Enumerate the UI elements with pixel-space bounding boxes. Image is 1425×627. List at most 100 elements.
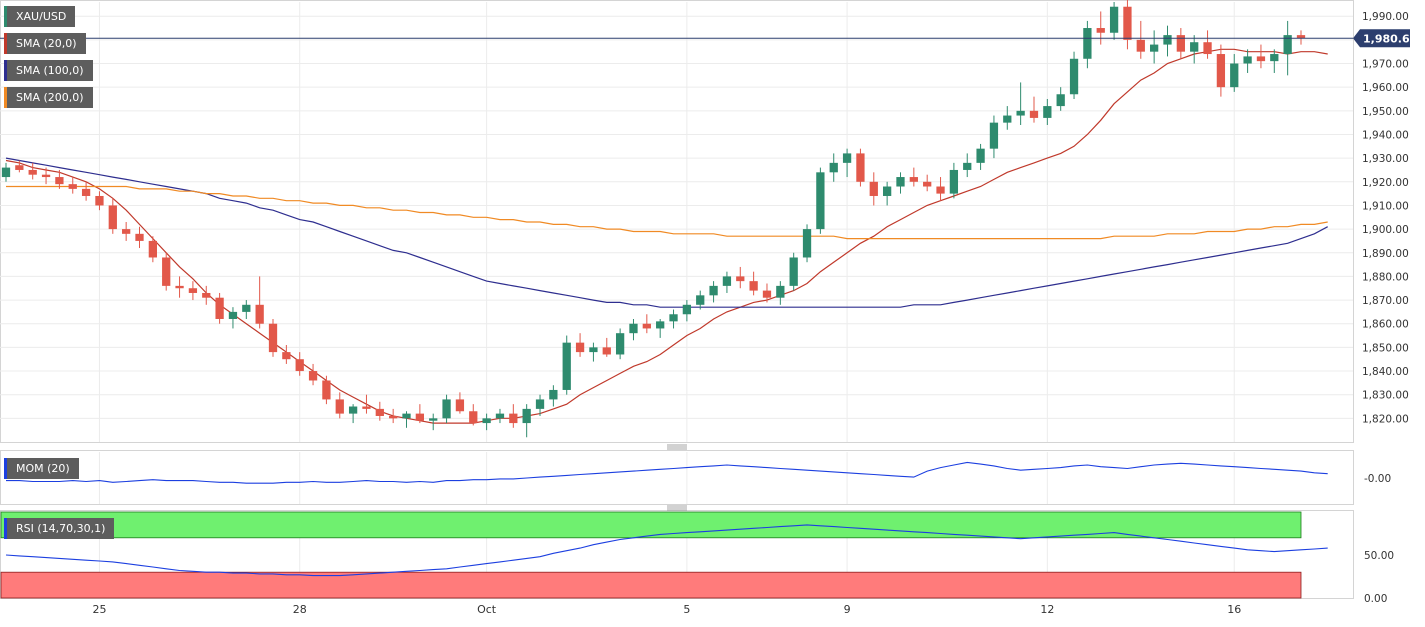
x-tick-label: 12 (1040, 603, 1054, 616)
legend-sma200[interactable]: SMA (200,0) (4, 87, 93, 108)
candle-up (1190, 42, 1199, 52)
legend-sma100-label: SMA (100,0) (16, 64, 84, 77)
candle-up (882, 186, 892, 196)
legend-sma200-label: SMA (200,0) (16, 91, 84, 104)
candle-up (535, 399, 545, 409)
candle-up (989, 122, 999, 149)
candle-down (148, 240, 157, 258)
legend-sma100-swatch (4, 60, 7, 81)
candle-down (936, 186, 945, 194)
candle-down (175, 285, 184, 289)
candle-down (15, 165, 24, 170)
rsi-line (5, 524, 1328, 577)
y-tick-label: 1,940.00 (1362, 129, 1409, 141)
main-panel-frame (0, 0, 1354, 443)
legend-sma20[interactable]: SMA (20,0) (4, 33, 86, 54)
candle-down (308, 371, 318, 381)
candle-up (963, 162, 972, 170)
candle-up (1150, 44, 1159, 52)
y-tick-label: 1,910.00 (1362, 200, 1409, 212)
rsi-overbought-zone (0, 511, 1302, 539)
candle-up (1056, 94, 1065, 107)
candle-down (1256, 56, 1266, 62)
candle-down (1203, 42, 1212, 55)
candle-up (442, 399, 451, 419)
y-tick-label: 1,990.00 (1362, 11, 1409, 23)
rsi-tick-label: 50.00 (1364, 550, 1394, 562)
candle-down (322, 380, 331, 400)
candle-up (1, 167, 11, 178)
x-tick-label: 5 (683, 603, 690, 616)
candle-up (789, 257, 798, 286)
x-tick-label: 9 (844, 603, 851, 616)
axes-layer: 1,820.00 1,830.00 1,840.00 1,850.00 1,860.00… (0, 11, 1417, 616)
candle-down (575, 342, 585, 353)
sma100-line (5, 157, 1328, 308)
candle-up (629, 323, 638, 334)
candle-up (802, 229, 812, 258)
candle-up (1230, 63, 1239, 88)
legend-symbol[interactable]: XAU/USD (4, 6, 76, 27)
candle-down (135, 233, 144, 241)
y-tick-label: 1,960.00 (1362, 82, 1409, 94)
candle-down (108, 205, 117, 230)
y-tick-label: 1,820.00 (1362, 413, 1409, 425)
candle-down (455, 399, 465, 412)
candle-up (722, 276, 732, 286)
x-tick-label: Oct (477, 603, 497, 616)
candle-up (829, 162, 838, 173)
candle-down (869, 181, 878, 196)
legend-rsi-swatch (4, 518, 7, 539)
candle-up (348, 406, 358, 414)
candle-down (1176, 35, 1185, 52)
candle-up (709, 285, 718, 296)
legend-mom[interactable]: MOM (20) (4, 458, 79, 479)
rsi-panel-frame (0, 510, 1354, 599)
y-tick-label: 1,830.00 (1362, 390, 1409, 402)
x-tick-label: 16 (1227, 603, 1241, 616)
y-tick-label: 1,970.00 (1362, 59, 1409, 71)
candle-up (482, 418, 491, 424)
candle-up (1109, 6, 1119, 33)
candle-down (28, 169, 37, 175)
legend-rsi[interactable]: RSI (14,70,30,1) (4, 518, 115, 539)
last-price-marker (1353, 29, 1410, 48)
candle-up (842, 153, 852, 163)
legend-rsi-label: RSI (14,70,30,1) (16, 522, 106, 535)
candle-down (95, 195, 104, 206)
candle-down (335, 399, 344, 414)
candle-down (389, 415, 398, 419)
legend-sma20-label: SMA (20,0) (16, 37, 77, 50)
candle-up (429, 418, 438, 421)
candle-down (162, 257, 171, 286)
rsi-oversold-zone (0, 571, 1302, 599)
candle-down (55, 177, 64, 185)
rsi-zones (0, 511, 1302, 599)
candle-up (1069, 58, 1079, 95)
candle-down (736, 276, 745, 282)
candle-down (1216, 54, 1226, 88)
candle-up (1243, 56, 1252, 64)
grid-layer (0, 0, 1354, 599)
legend-mom-swatch (4, 458, 7, 479)
y-tick-label: 1,860.00 (1362, 319, 1409, 331)
candle-down (202, 292, 211, 298)
candle-down (602, 347, 611, 355)
y-tick-label: 1,850.00 (1362, 342, 1409, 354)
candle-up (669, 314, 678, 322)
candle-down (255, 304, 264, 324)
candle-up (242, 304, 251, 312)
candle-down (362, 406, 371, 409)
mom-panel-frame (0, 450, 1354, 505)
candle-down (188, 288, 198, 293)
candle-up (1003, 115, 1012, 123)
legend-symbol-label: XAU/USD (16, 10, 67, 23)
mom-tick-label: -0.00 (1364, 473, 1391, 485)
candle-up (1163, 35, 1172, 45)
candle-up (682, 304, 692, 315)
candle-down (909, 177, 918, 182)
candle-down (642, 323, 651, 329)
y-tick-label: 1,880.00 (1362, 271, 1409, 283)
legend-sma100[interactable]: SMA (100,0) (4, 60, 93, 81)
